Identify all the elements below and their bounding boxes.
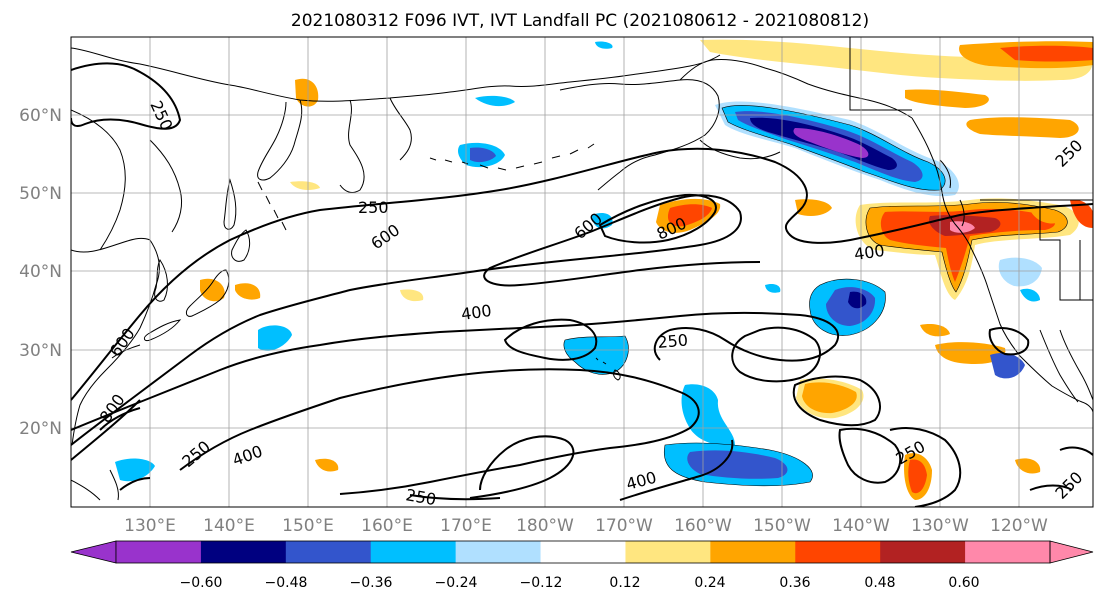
colorbar-tick-label: −0.24 [435, 575, 478, 591]
lon-label: 140°E [203, 516, 255, 536]
contour-label: 250 [657, 330, 689, 352]
lon-label: 160°E [361, 516, 413, 536]
colorbar-tick-label: 0.24 [694, 575, 725, 591]
colorbar-tick-label: −0.48 [265, 575, 308, 591]
colorbar-outline [115, 540, 1051, 564]
lon-label: 130°E [124, 516, 176, 536]
colorbar-segment [370, 541, 457, 563]
coastlines [71, 37, 1093, 501]
lat-label: 40°N [19, 262, 62, 282]
colorbar-segment [710, 541, 796, 563]
longitude-labels: 130°E 140°E 150°E 160°E 170°E 180°W 170°… [124, 516, 1048, 536]
colorbar-segment [455, 541, 542, 563]
lon-label: 150°W [753, 516, 811, 536]
colorbar-segment [200, 541, 287, 563]
colorbar-tick-label: 0.12 [609, 575, 640, 591]
colorbar-segments [70, 540, 1094, 564]
lon-label: 170°E [440, 516, 492, 536]
colorbar-segment [880, 541, 966, 563]
lon-label: 150°E [282, 516, 334, 536]
colorbar-segment [285, 541, 372, 563]
colorbar-tick-label: −0.36 [350, 575, 393, 591]
colorbar-tick-label: 0.36 [779, 575, 810, 591]
contour-label: 400 [853, 241, 886, 264]
colorbar-segment [625, 541, 711, 563]
contour-label: 250 [404, 485, 437, 509]
colorbar-tick-label: 0.48 [864, 575, 895, 591]
lon-label: 130°W [911, 516, 969, 536]
lat-label: 20°N [19, 419, 62, 439]
contour-label: 400 [460, 301, 493, 324]
contour-label: 250 [358, 198, 389, 217]
colorbar-segment [965, 541, 1051, 563]
lat-label: 50°N [19, 184, 62, 204]
lon-label: 140°W [832, 516, 890, 536]
colorbar-ticks: −0.60 −0.48 −0.36 −0.24 −0.12 0.12 0.24 … [180, 575, 980, 591]
colorbar-segment [540, 541, 626, 563]
lon-label: 160°W [674, 516, 732, 536]
ivt-contours [71, 62, 1093, 507]
lat-label: 60°N [19, 106, 62, 126]
lat-label: 30°N [19, 341, 62, 361]
colorbar-segment [795, 541, 881, 563]
colorbar-arrow-left [70, 540, 117, 564]
lon-label: 120°W [990, 516, 1048, 536]
colorbar: −0.60 −0.48 −0.36 −0.24 −0.12 0.12 0.24 … [70, 540, 1094, 591]
colorbar-tick-label: −0.60 [180, 575, 223, 591]
lon-label: 170°W [595, 516, 653, 536]
latitude-labels: 60°N 50°N 40°N 30°N 20°N [19, 106, 62, 439]
lon-label: 180°W [516, 516, 574, 536]
colorbar-arrow-right [1049, 540, 1094, 564]
colorbar-tick-label: −0.12 [520, 575, 563, 591]
colorbar-tick-label: 0.60 [948, 575, 979, 591]
map-frame [70, 36, 1094, 508]
map-title: 2021080312 F096 IVT, IVT Landfall PC (20… [291, 11, 869, 31]
colorbar-segment [116, 541, 202, 563]
